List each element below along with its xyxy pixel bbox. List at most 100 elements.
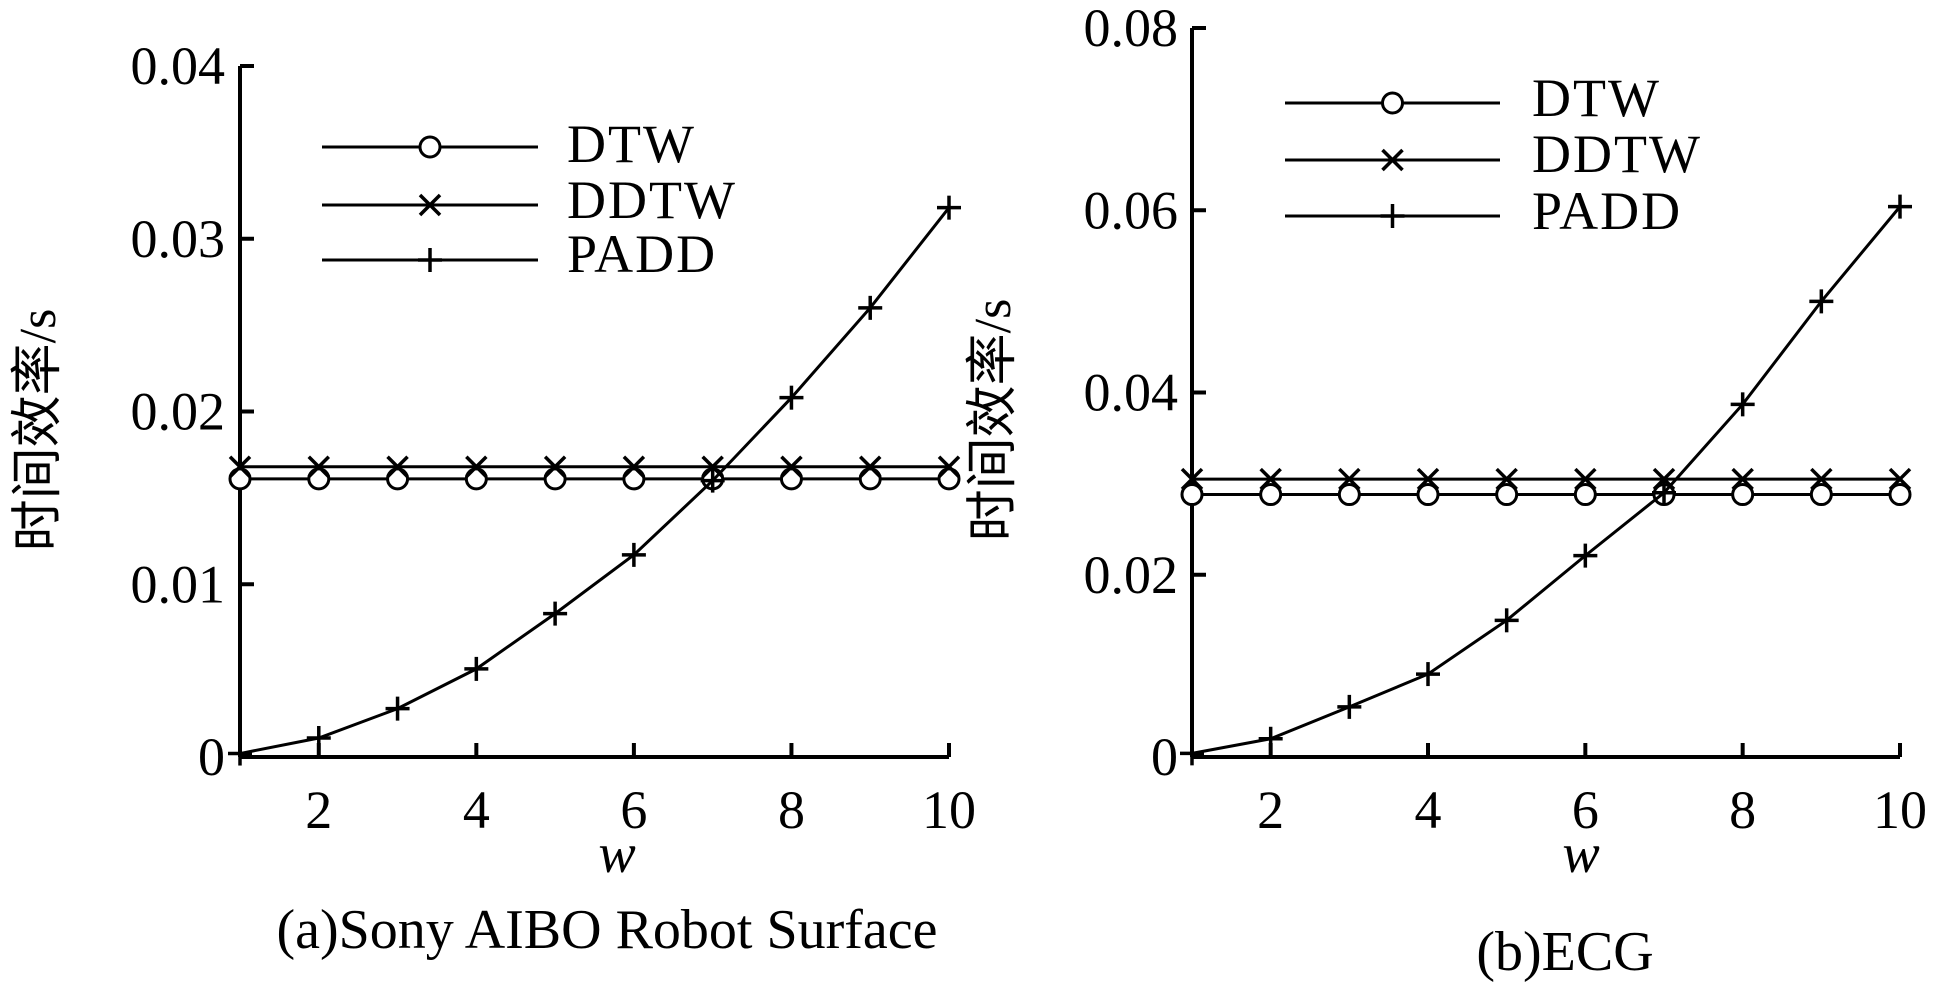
data-point-dtw xyxy=(1888,483,1912,507)
data-point-ddtw xyxy=(1259,467,1282,491)
x-tick-label: 2 xyxy=(305,780,332,840)
y-tick-label: 0.03 xyxy=(131,209,226,269)
data-point-dtw xyxy=(1259,483,1283,507)
legend-item-dtw: DTW xyxy=(1285,68,1661,128)
series-line-padd xyxy=(1191,205,1902,755)
legend-label: PADD xyxy=(567,224,717,284)
legend-marker xyxy=(1381,148,1404,172)
data-point-dtw xyxy=(1731,483,1755,507)
data-point-padd xyxy=(543,601,568,626)
data-point-padd xyxy=(937,195,961,220)
legend-item-ddtw: DDTW xyxy=(1285,124,1702,184)
data-point-ddtw xyxy=(1574,467,1597,491)
data-point-ddtw xyxy=(543,455,567,479)
data-point-padd xyxy=(1494,608,1519,633)
chart-caption: (b)ECG xyxy=(1476,921,1653,983)
data-point-padd xyxy=(1888,194,1912,219)
series-padd xyxy=(1180,194,1912,766)
data-point-ddtw xyxy=(780,455,803,479)
x-tick-label: 8 xyxy=(778,780,805,840)
chart-panel-a: 0 0.01 0.02 0.03 0.04 2 4 6 8 10 w 时间效率/s (a)Sony AI… xyxy=(10,36,976,961)
data-point-dtw xyxy=(1809,483,1833,507)
x-tick-label: 4 xyxy=(463,780,490,840)
data-point-ddtw xyxy=(1338,467,1361,491)
data-point-padd xyxy=(1573,543,1598,568)
data-point-padd xyxy=(1809,289,1834,314)
data-point-padd xyxy=(1416,662,1440,687)
data-point-padd xyxy=(306,725,331,750)
data-point-padd xyxy=(700,468,725,493)
x-tick-label: 2 xyxy=(1257,780,1284,840)
y-tick-label: 0 xyxy=(198,727,225,787)
data-point-ddtw xyxy=(1731,467,1754,491)
y-axis-label: 时间效率/s xyxy=(10,309,67,552)
y-tick-label: 0.04 xyxy=(1084,363,1179,423)
series-line-padd xyxy=(239,206,951,756)
data-point-ddtw xyxy=(386,455,409,479)
chart-panel-b: 0 0.02 0.04 0.06 0.08 2 4 6 8 10 w 时间效率/s (b)ECG DTWD… xyxy=(965,0,1927,983)
legend-marker xyxy=(1381,91,1404,115)
data-point-ddtw xyxy=(937,455,961,479)
data-point-padd xyxy=(1180,741,1204,766)
series-ddtw xyxy=(1180,467,1912,491)
y-tick-label: 0.06 xyxy=(1084,180,1179,240)
y-tick-label: 0 xyxy=(1151,727,1178,787)
data-point-padd xyxy=(464,656,489,681)
chart-caption: (a)Sony AIBO Robot Surface xyxy=(276,899,937,961)
x-tick-label: 6 xyxy=(1572,780,1599,840)
legend-marker xyxy=(1380,204,1405,228)
data-point-dtw xyxy=(1180,483,1204,507)
y-axis-label: 时间效率/s xyxy=(965,299,1022,542)
data-point-padd xyxy=(385,696,410,721)
data-point-padd xyxy=(779,385,804,410)
series-dtw xyxy=(228,467,961,491)
x-tick-label: 4 xyxy=(1415,780,1442,840)
data-point-padd xyxy=(1730,392,1755,417)
data-point-dtw xyxy=(1573,483,1597,507)
data-point-ddtw xyxy=(622,455,646,479)
data-point-padd xyxy=(858,295,883,320)
data-point-ddtw xyxy=(1810,467,1833,491)
data-point-ddtw xyxy=(465,455,488,479)
data-point-ddtw xyxy=(228,455,252,479)
data-point-dtw xyxy=(1337,483,1361,507)
data-point-dtw xyxy=(1416,483,1440,507)
x-tick-label: 10 xyxy=(922,780,976,840)
x-tick-label: 10 xyxy=(1873,780,1927,840)
legend-label: DDTW xyxy=(567,170,737,230)
legend-item-padd: PADD xyxy=(322,224,717,284)
legend-label: PADD xyxy=(1532,181,1682,241)
x-axis-label: w xyxy=(598,823,635,885)
y-tick-label: 0.01 xyxy=(131,554,226,614)
x-tick-label: 6 xyxy=(620,780,647,840)
legend-label: DTW xyxy=(567,114,696,174)
x-axis-label: w xyxy=(1562,823,1599,885)
series-ddtw xyxy=(228,455,961,479)
legend-marker xyxy=(418,248,442,272)
legend-marker xyxy=(418,193,442,217)
data-point-ddtw xyxy=(858,455,882,479)
y-tick-label: 0.08 xyxy=(1084,0,1179,58)
data-point-padd xyxy=(1258,726,1283,751)
y-tick-label: 0.02 xyxy=(1084,545,1179,605)
data-point-ddtw xyxy=(1416,467,1440,491)
series-padd xyxy=(228,195,961,766)
y-tick-label: 0.02 xyxy=(131,382,226,442)
legend-item-dtw: DTW xyxy=(322,114,696,174)
legend-marker xyxy=(418,135,442,159)
legend-item-padd: PADD xyxy=(1285,181,1682,241)
data-point-padd xyxy=(228,741,252,766)
legend-item-ddtw: DDTW xyxy=(322,170,737,230)
y-tick-label: 0.04 xyxy=(131,36,226,96)
legend-label: DDTW xyxy=(1532,124,1702,184)
data-point-ddtw xyxy=(1180,467,1204,491)
data-point-padd xyxy=(621,542,646,567)
series-dtw xyxy=(1180,483,1912,507)
x-tick-label: 8 xyxy=(1729,780,1756,840)
data-point-dtw xyxy=(1495,483,1519,507)
data-point-ddtw xyxy=(1495,467,1518,491)
legend-label: DTW xyxy=(1532,68,1661,128)
data-point-ddtw xyxy=(1888,467,1912,491)
